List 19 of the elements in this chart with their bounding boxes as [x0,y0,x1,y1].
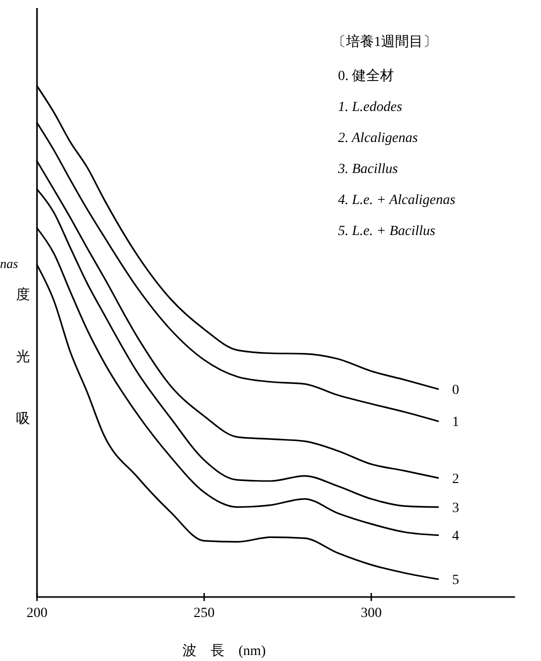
x-axis-title: 波 長 (nm) [182,643,266,659]
annotation: 1. L.edodes [338,100,403,115]
series-label: 3 [452,501,460,516]
series-label: 0 [452,383,460,398]
series-label: 1 [452,415,460,430]
annotation: 4. L.e. + Alcaligenas [338,193,456,208]
annotation: 5. L.e. + Bacillus [338,224,436,239]
x-tick-label: 300 [360,606,382,621]
text: 0. 健全材 [338,68,394,84]
annotation: 3. Bacillus [337,162,398,177]
x-tick-label: 200 [26,606,48,621]
series-label: 5 [452,573,460,588]
annotation: 2. Alcaligenas [338,131,418,146]
y-axis-title: 吸光度 [16,287,78,427]
series-label: 2 [452,472,460,487]
chart-title: 〔培養1週間目〕 [332,34,437,50]
text: nas [0,256,18,271]
x-tick-label: 250 [194,606,215,621]
series-label: 4 [452,529,460,544]
